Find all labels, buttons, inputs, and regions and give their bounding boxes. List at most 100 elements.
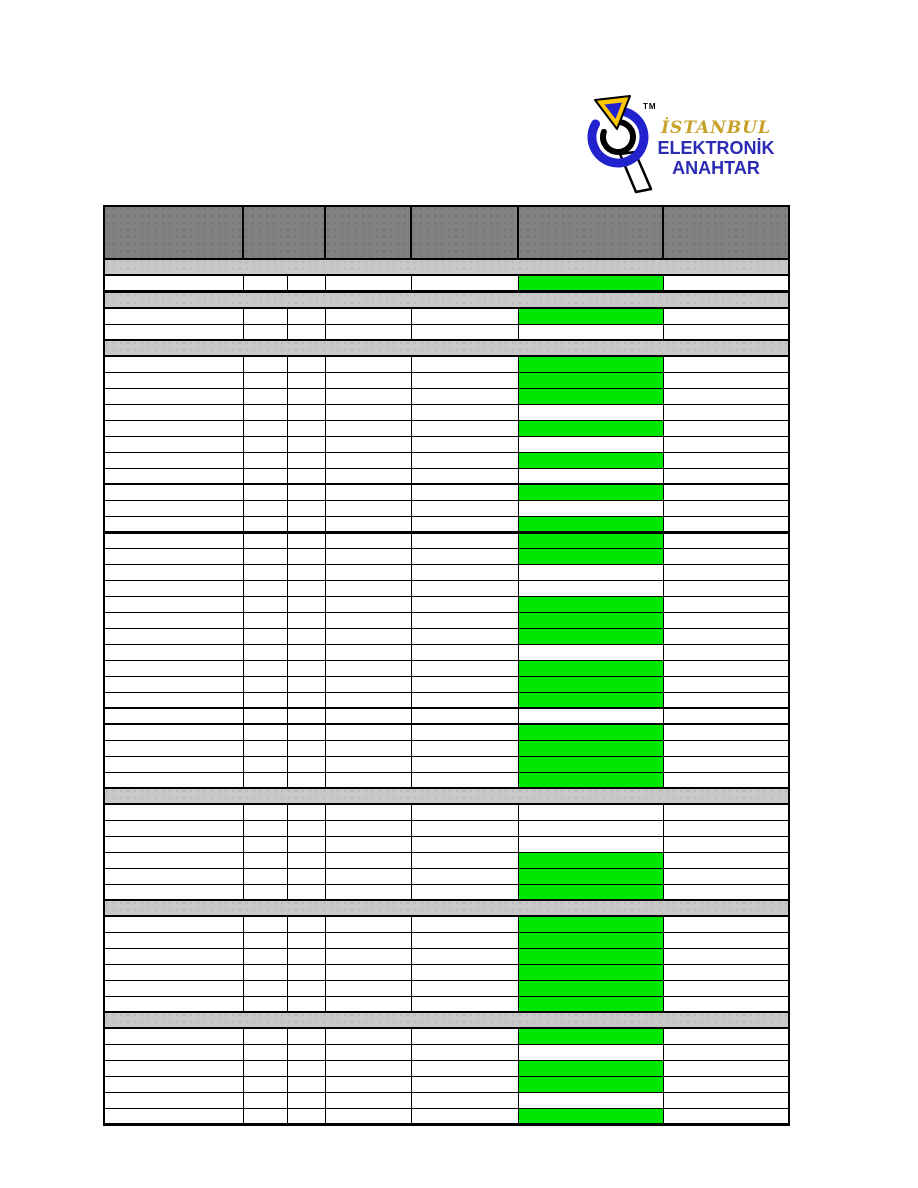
- section-divider-row: [103, 339, 790, 357]
- section-divider-cell: [103, 339, 790, 357]
- data-row: [103, 483, 790, 501]
- table-cell: [662, 819, 790, 837]
- logo-text: İSTANBUL ELEKTRONİK ANAHTAR: [647, 118, 785, 178]
- table-cell: [103, 1075, 244, 1093]
- table-cell: [662, 323, 790, 341]
- table-cell: [662, 627, 790, 645]
- table-cell: [662, 883, 790, 901]
- table-cell: [662, 835, 790, 853]
- table-cell: [324, 1027, 412, 1045]
- table-cell: [103, 1059, 244, 1077]
- data-row: [103, 323, 790, 341]
- table-cell: [103, 819, 244, 837]
- table-cell: [410, 307, 519, 325]
- table-cell: [410, 755, 519, 773]
- table-cell: [517, 835, 664, 853]
- header-cell: [662, 205, 790, 260]
- table-cell: [242, 1107, 288, 1126]
- header-cell: [517, 205, 664, 260]
- table-cell: [242, 435, 288, 453]
- table-cell: [242, 995, 288, 1013]
- table-cell: [242, 307, 288, 325]
- table-cell: [324, 483, 412, 501]
- table-cell: [242, 371, 288, 389]
- table-cell: [410, 1091, 519, 1109]
- table-cell: [103, 307, 244, 325]
- table-cell: [103, 947, 244, 965]
- table-cell: [286, 274, 326, 293]
- table-cell: [103, 563, 244, 581]
- logo-triangle-blue: [604, 102, 622, 119]
- table-cell: [324, 915, 412, 933]
- table-cell: [410, 371, 519, 389]
- table-cell: [662, 1043, 790, 1061]
- highlighted-cell: [517, 1059, 664, 1077]
- table-cell: [103, 739, 244, 757]
- data-row: [103, 643, 790, 661]
- data-row: [103, 547, 790, 565]
- table-cell: [286, 547, 326, 565]
- table-cell: [410, 931, 519, 949]
- data-row: [103, 627, 790, 645]
- table-cell: [286, 771, 326, 789]
- table-cell: [103, 867, 244, 885]
- table-cell: [324, 803, 412, 821]
- table-cell: [410, 963, 519, 981]
- table-cell: [103, 883, 244, 901]
- table-cell: [324, 355, 412, 373]
- section-divider-cell: [103, 899, 790, 917]
- table-cell: [286, 467, 326, 485]
- highlighted-cell: [517, 595, 664, 613]
- table-cell: [103, 691, 244, 709]
- table-cell: [410, 467, 519, 485]
- table-cell: [286, 867, 326, 885]
- table-cell: [103, 323, 244, 341]
- table-cell: [662, 739, 790, 757]
- table-cell: [286, 835, 326, 853]
- table-cell: [410, 803, 519, 821]
- table-cell: [324, 547, 412, 565]
- table-cell: [324, 963, 412, 981]
- table-cell: [324, 691, 412, 709]
- table-cell: [662, 643, 790, 661]
- table-cell: [324, 883, 412, 901]
- table-cell: [662, 579, 790, 597]
- table-cell: [103, 387, 244, 405]
- table-cell: [324, 739, 412, 757]
- table-cell: [242, 531, 288, 549]
- table-cell: [103, 707, 244, 725]
- data-row: [103, 595, 790, 613]
- table-cell: [324, 467, 412, 485]
- table-cell: [242, 835, 288, 853]
- highlighted-cell: [517, 771, 664, 789]
- data-row: [103, 611, 790, 629]
- table-cell: [103, 579, 244, 597]
- table-cell: [517, 579, 664, 597]
- table-cell: [410, 515, 519, 534]
- table-cell: [410, 979, 519, 997]
- table-cell: [410, 355, 519, 373]
- table-cell: [662, 435, 790, 453]
- table-cell: [324, 419, 412, 437]
- table-cell: [517, 435, 664, 453]
- table-cell: [103, 451, 244, 469]
- table-cell: [662, 723, 790, 741]
- table-cell: [662, 387, 790, 405]
- data-row: [103, 274, 790, 293]
- highlighted-cell: [517, 1075, 664, 1093]
- table-cell: [324, 531, 412, 549]
- table-cell: [662, 867, 790, 885]
- table-cell: [103, 771, 244, 789]
- table-cell: [286, 963, 326, 981]
- table-cell: [410, 723, 519, 741]
- header-cell: [103, 205, 244, 260]
- table-cell: [662, 771, 790, 789]
- data-row: [103, 867, 790, 885]
- table-cell: [103, 627, 244, 645]
- table-cell: [242, 1091, 288, 1109]
- table-cell: [410, 1027, 519, 1045]
- table-cell: [103, 723, 244, 741]
- data-row: [103, 915, 790, 933]
- data-row: [103, 371, 790, 389]
- logo: TM İSTANBUL ELEKTRONİK ANAHTAR: [585, 92, 785, 204]
